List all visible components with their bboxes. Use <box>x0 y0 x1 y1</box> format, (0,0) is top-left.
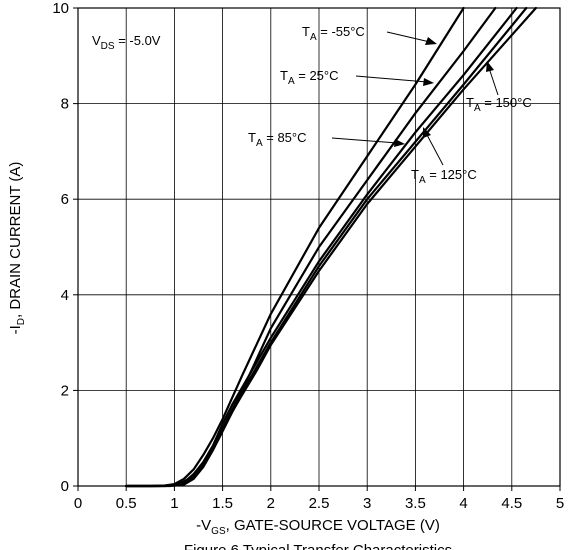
x-tick-label: 0.5 <box>116 495 137 512</box>
series-label-2: TA = 85°C <box>248 130 307 149</box>
arrow-shaft-4 <box>488 67 499 96</box>
x-tick-label: 2.5 <box>309 495 330 512</box>
series-line-2 <box>125 6 518 488</box>
plot-frame <box>77 7 561 487</box>
arrow-shaft-3 <box>425 132 444 166</box>
y-tick-label: 6 <box>61 191 69 208</box>
arrow-shaft-2 <box>331 137 398 144</box>
x-tick-label: 3 <box>363 495 371 512</box>
arrow-head-4 <box>486 61 494 72</box>
arrow-head-3 <box>423 127 431 138</box>
arrow-head-2 <box>394 139 405 147</box>
x-axis-label: -VGS, GATE-SOURCE VOLTAGE (V) <box>196 517 440 537</box>
series-annotations: TA = -55°C TA = 25°C TA = 85°C TA = 125°… <box>248 24 532 186</box>
x-tick-label: 3.5 <box>405 495 426 512</box>
y-tick-labels: 0 2 4 6 8 10 <box>52 0 69 495</box>
series-label-1: TA = 25°C <box>280 68 339 87</box>
x-tick-labels: 0 0.5 1 1.5 2 2.5 3 3.5 4 4.5 5 <box>74 495 564 512</box>
y-tick-label: 0 <box>61 478 69 495</box>
series-label-4: TA = 150°C <box>466 95 532 114</box>
arrow-head-0 <box>425 37 437 45</box>
x-tick-label: 2 <box>267 495 275 512</box>
arrow-head-1 <box>423 78 434 86</box>
x-tick-label: 1.5 <box>212 495 233 512</box>
series-label-3: TA = 125°C <box>411 167 477 186</box>
arrow-shaft-0 <box>386 31 431 43</box>
x-tick-label: 0 <box>74 495 82 512</box>
x-tick-label: 5 <box>556 495 564 512</box>
vds-condition-label: VDS = -5.0V <box>92 33 161 52</box>
y-tick-label: 4 <box>61 287 69 304</box>
figure-caption: Figure 6 Typical Transfer Characteristic… <box>184 542 452 550</box>
series-line-4 <box>125 6 538 488</box>
x-tick-label: 4.5 <box>501 495 522 512</box>
arrow-shaft-1 <box>355 75 428 83</box>
y-tick-label: 2 <box>61 382 69 399</box>
x-tick-label: 1 <box>170 495 178 512</box>
x-tick-label: 4 <box>459 495 467 512</box>
y-tick-label: 8 <box>61 96 69 113</box>
axes <box>73 7 561 491</box>
y-axis-label: -ID, DRAIN CURRENT (A) <box>7 162 27 335</box>
series-label-0: TA = -55°C <box>302 24 365 43</box>
series-lines <box>125 6 538 488</box>
y-tick-label: 10 <box>52 0 69 17</box>
